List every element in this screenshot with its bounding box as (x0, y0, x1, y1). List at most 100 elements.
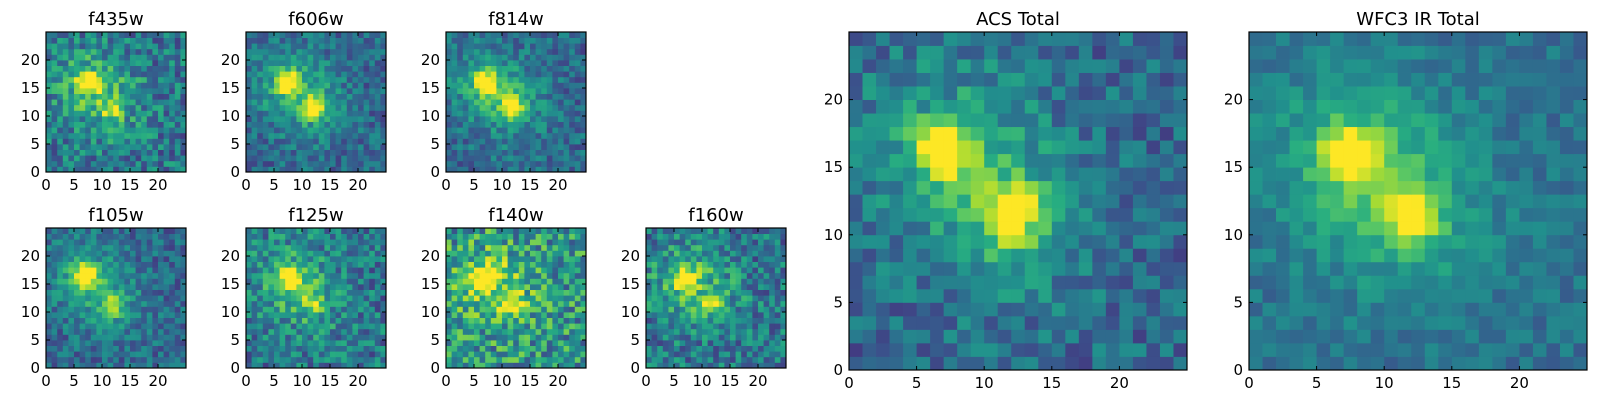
heatmap-cell (352, 93, 359, 100)
heatmap-cell (457, 356, 464, 363)
heatmap-cell (90, 328, 97, 335)
heatmap-cell (679, 317, 686, 324)
heatmap-cell (257, 155, 264, 162)
heatmap-cell (285, 272, 292, 279)
heatmap-cell (530, 289, 536, 296)
heatmap-cell (107, 256, 114, 262)
heatmap-cell (85, 244, 92, 251)
heatmap-cell (741, 233, 748, 240)
heatmap-cell (262, 160, 269, 167)
heatmap-cell (862, 315, 877, 330)
heatmap-cell (51, 149, 58, 156)
heatmap-cell (530, 82, 536, 89)
heatmap-cell (513, 233, 520, 240)
heatmap-cell (163, 345, 170, 352)
heatmap-cell (530, 228, 536, 234)
heatmap-cell (1078, 329, 1093, 344)
heatmap-cell (735, 267, 742, 274)
heatmap-cell (324, 284, 331, 290)
heatmap-cell (285, 82, 292, 89)
heatmap-cell (74, 110, 80, 117)
heatmap-cell (524, 43, 531, 50)
heatmap-cell (169, 43, 176, 50)
heatmap-cell (474, 272, 480, 279)
heatmap-cell (513, 239, 520, 246)
heatmap-cell (146, 132, 153, 139)
heatmap-cell (285, 121, 292, 128)
heatmap-cell (662, 256, 669, 262)
heatmap-cell (330, 362, 336, 369)
heatmap-cell (358, 110, 364, 117)
heatmap-cell (146, 110, 153, 117)
heatmap-cell (90, 149, 97, 156)
heatmap-cell (152, 351, 159, 358)
heatmap-cell (507, 278, 514, 285)
heatmap-cell (346, 76, 353, 83)
heatmap-cell (513, 82, 520, 89)
heatmap-cell (646, 228, 652, 234)
heatmap-cell (657, 351, 664, 358)
heatmap-cell (657, 244, 664, 251)
heatmap-cell (251, 328, 258, 335)
heatmap-cell (446, 71, 452, 78)
heatmap-cell (118, 160, 125, 167)
heatmap-cell (507, 149, 514, 156)
heatmap-cell (51, 267, 58, 274)
heatmap-cell (903, 275, 917, 290)
heatmap-cell (1078, 302, 1093, 317)
heatmap-cell (118, 284, 125, 290)
heatmap-cell (268, 121, 275, 128)
heatmap-cell (296, 104, 303, 111)
heatmap-cell (552, 127, 559, 134)
heatmap-cell (163, 272, 170, 279)
heatmap-cell (302, 250, 308, 257)
heatmap-cell (74, 149, 80, 156)
heatmap-cell (324, 144, 331, 150)
heatmap-cell (113, 239, 120, 246)
heatmap-cell (752, 328, 759, 335)
heatmap-cell (574, 295, 581, 302)
heatmap-cell (1011, 234, 1026, 249)
heatmap-cell (657, 340, 664, 346)
heatmap-cell (57, 93, 64, 100)
heatmap-cell (646, 267, 652, 274)
heatmap-cell (569, 149, 576, 156)
heatmap-cell (518, 351, 525, 358)
heatmap-cell (141, 340, 148, 346)
heatmap-cell (769, 256, 776, 262)
heatmap-cell (730, 306, 736, 313)
heatmap-cell (274, 351, 280, 358)
heatmap-cell (502, 60, 508, 66)
heatmap-cell (152, 149, 159, 156)
heatmap-cell (558, 312, 564, 318)
heatmap-cell (569, 244, 576, 251)
heatmap-cell (346, 312, 353, 318)
heatmap-cell (46, 244, 52, 251)
heatmap-cell (296, 300, 303, 307)
heatmap-cell (518, 289, 525, 296)
heatmap-cell (46, 37, 52, 44)
heatmap-cell (158, 138, 164, 145)
heatmap-cell (90, 144, 97, 150)
heatmap-cell (318, 306, 325, 313)
heatmap-cell (702, 267, 708, 274)
heatmap-cell (130, 60, 136, 66)
heatmap-cell (685, 244, 692, 251)
heatmap-cell (262, 32, 269, 38)
heatmap-cell (374, 104, 381, 111)
heatmap-cell (118, 244, 125, 251)
heatmap-cell (358, 166, 364, 173)
heatmap-cell (930, 180, 945, 195)
heatmap-cell (57, 328, 64, 335)
heatmap-cell (380, 351, 387, 358)
heatmap-cell (68, 317, 75, 324)
heatmap-cell (718, 250, 725, 257)
heatmap-cell (513, 48, 520, 55)
heatmap-cell (916, 180, 931, 195)
heatmap-cell (251, 317, 258, 324)
heatmap-cell (374, 356, 381, 363)
heatmap-cell (152, 93, 159, 100)
heatmap-cell (268, 334, 275, 341)
heatmap-cell (1051, 153, 1066, 168)
